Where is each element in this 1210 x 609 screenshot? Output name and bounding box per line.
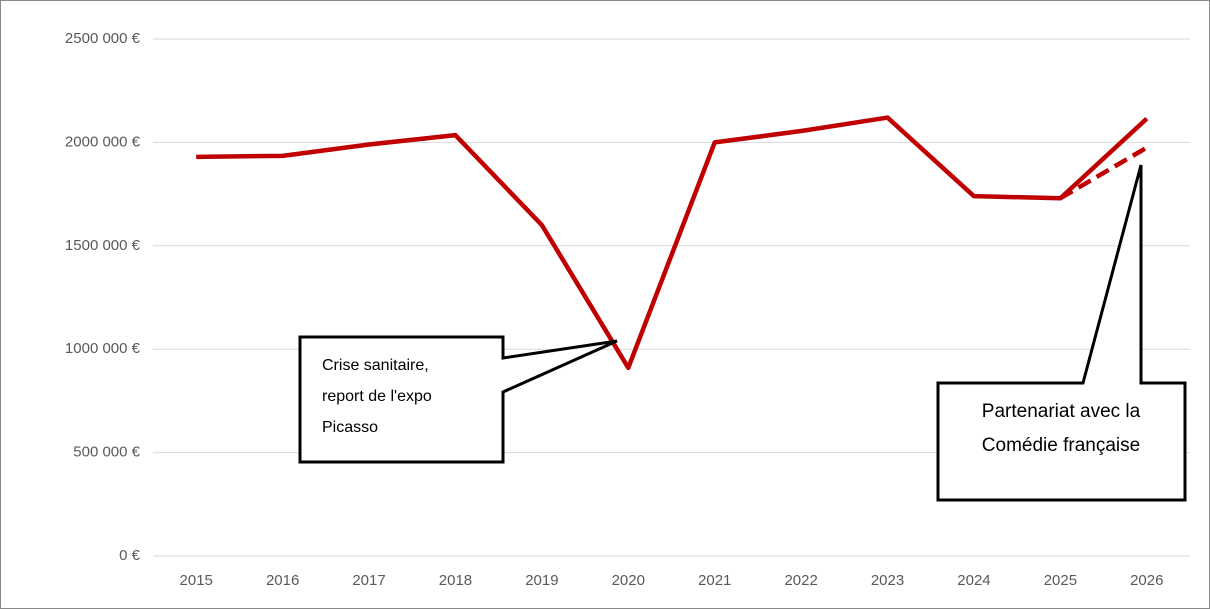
- x-tick-label: 2020: [612, 572, 645, 589]
- y-tick-label: 1000 000 €: [65, 340, 141, 357]
- x-tick-label: 2022: [784, 572, 817, 589]
- y-tick-label: 500 000 €: [73, 444, 140, 461]
- x-tick-label: 2015: [180, 572, 213, 589]
- annotation: report de l'expo: [322, 388, 432, 405]
- x-tick-label: 2021: [698, 572, 731, 589]
- y-tick-label: 2000 000 €: [65, 133, 141, 150]
- series-line: [1059, 145, 1148, 201]
- series-line: [196, 115, 1149, 371]
- annotation: Comédie française: [982, 435, 1140, 456]
- x-tick-label: 2025: [1044, 572, 1077, 589]
- y-tick-label: 2500 000 €: [65, 30, 141, 47]
- y-tick-label: 1500 000 €: [65, 237, 141, 254]
- x-tick-label: 2017: [352, 572, 385, 589]
- annotation: Crise sanitaire,: [322, 357, 429, 374]
- x-tick-label: 2023: [871, 572, 904, 589]
- x-tick-label: 2016: [266, 572, 299, 589]
- callout: [936, 164, 1187, 502]
- annotation: Picasso: [322, 419, 378, 436]
- x-tick-label: 2019: [525, 572, 558, 589]
- callout: [298, 335, 618, 464]
- x-tick-label: 2018: [439, 572, 472, 589]
- annotation: Partenariat avec la: [982, 401, 1141, 422]
- x-tick-label: 2024: [957, 572, 990, 589]
- y-tick-label: 0 €: [119, 547, 141, 564]
- x-tick-label: 2026: [1130, 572, 1163, 589]
